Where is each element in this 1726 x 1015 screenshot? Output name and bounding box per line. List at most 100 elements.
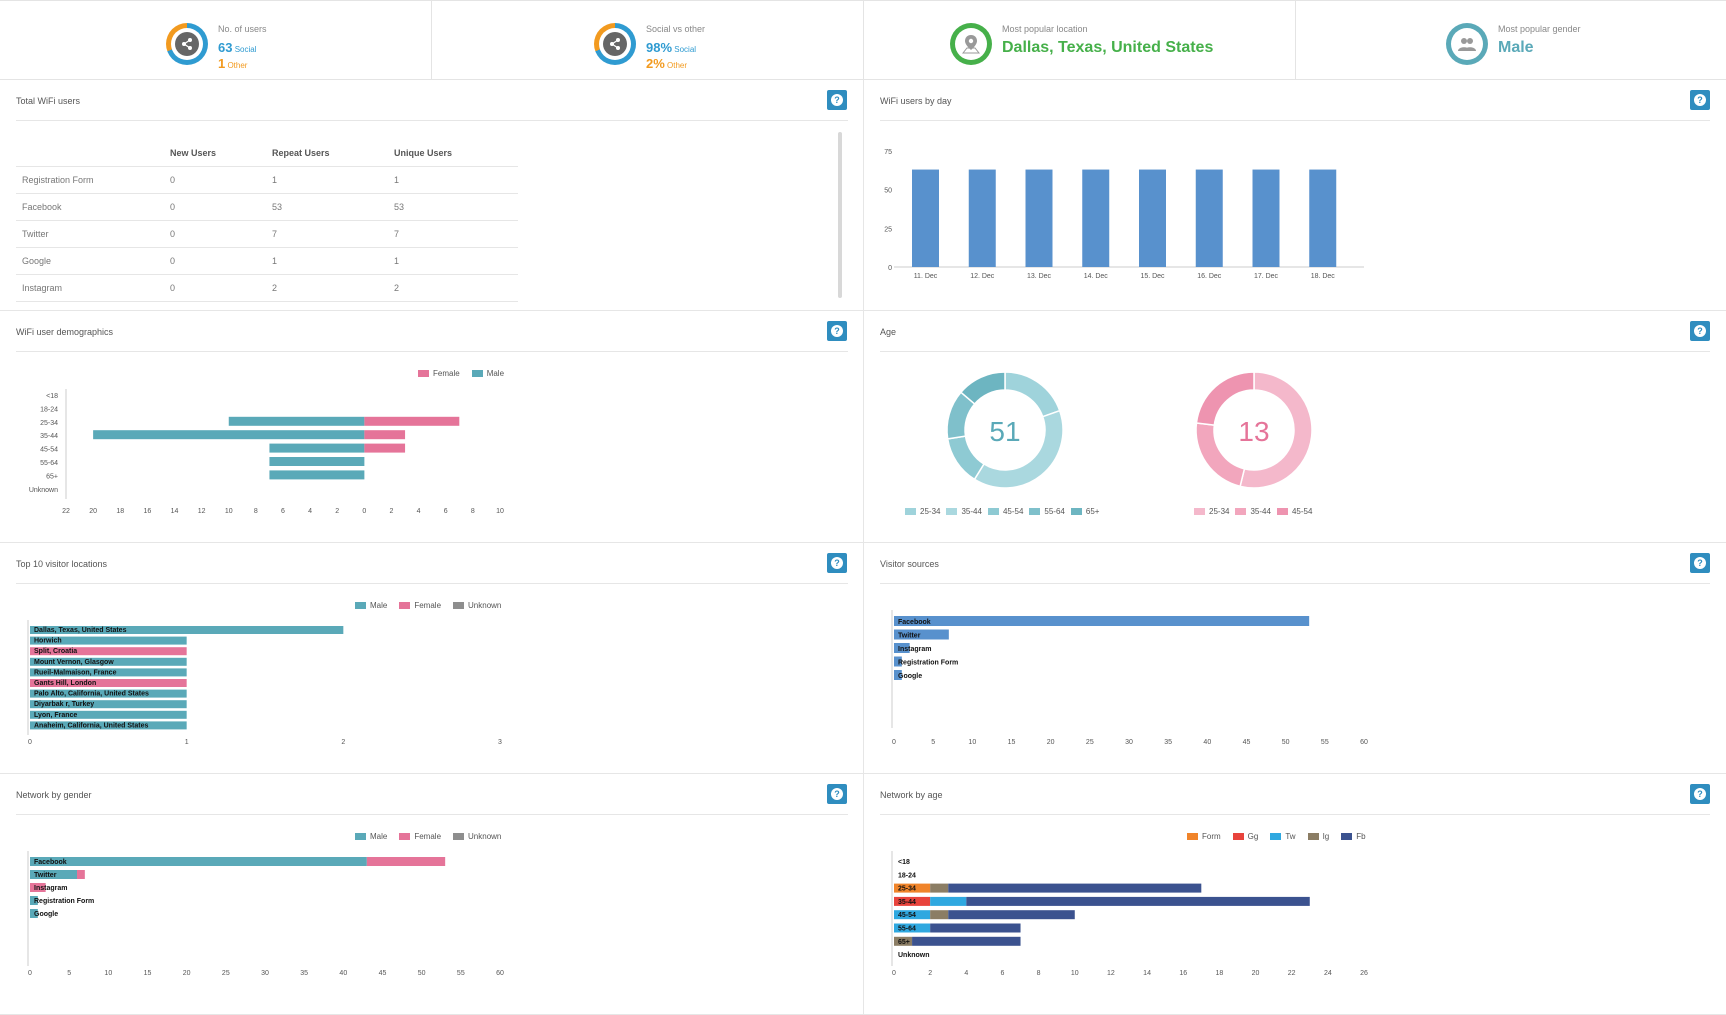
help-button[interactable]: ? [827,784,847,804]
legend-item[interactable]: Male [355,601,387,610]
help-button[interactable]: ? [1690,784,1710,804]
stacked-bar-segment[interactable] [30,857,367,866]
help-button[interactable]: ? [1690,90,1710,110]
age-male-slice[interactable] [1004,371,1061,418]
bar[interactable] [30,626,344,634]
bar-label: Rueil-Malmaison, France [34,669,117,676]
stacked-bar-segment[interactable] [894,923,931,933]
legend-item[interactable]: Unknown [453,832,501,841]
bar[interactable] [30,679,187,687]
bar[interactable] [30,657,187,666]
legend-item[interactable]: Tw [1270,832,1296,841]
x-tick-label: 8 [254,508,258,515]
male-bar[interactable] [269,457,365,466]
bar[interactable] [894,656,902,667]
day-bar[interactable] [1309,169,1337,267]
stacked-bar-segment[interactable] [948,883,1202,893]
stacked-bar-segment[interactable] [30,870,77,879]
stacked-bar-segment[interactable] [912,936,1021,946]
legend-label: Male [370,601,388,610]
legend-item[interactable]: 45-54 [987,507,1023,516]
question-icon: ? [831,788,843,800]
help-button[interactable]: ? [1690,553,1710,573]
day-bar[interactable] [1139,169,1166,267]
table-cell: 53 [394,193,518,221]
stacked-bar-segment[interactable] [930,910,949,920]
bar[interactable] [894,616,1310,626]
stacked-bar-segment[interactable] [30,909,38,918]
female-bar[interactable] [364,416,460,426]
bar[interactable] [30,721,187,730]
bar[interactable] [30,636,187,645]
legend-item[interactable]: 55-64 [1029,507,1065,516]
legend-item[interactable]: 25-34 [905,507,940,516]
stat-value: Dallas, Texas, United States [1002,39,1214,56]
legend-item[interactable]: Fb [1341,832,1366,841]
legend-item[interactable]: Female [399,832,441,841]
help-button[interactable]: ? [827,321,847,341]
x-tick-label: 10 [104,970,112,977]
day-bar[interactable] [1252,169,1280,267]
x-tick-label: 50 [1282,739,1290,746]
legend-item[interactable]: Female [399,601,441,610]
stacked-bar-segment[interactable] [77,870,85,879]
legend-item[interactable]: Form [1187,832,1221,841]
legend-label: Unknown [468,601,502,610]
age-male-slice[interactable] [959,371,1006,406]
stacked-bar-segment[interactable] [948,910,1075,920]
bar[interactable] [894,629,949,640]
stacked-bar-segment[interactable] [30,883,46,892]
day-bar[interactable] [1082,169,1110,267]
legend-item[interactable]: Unknown [453,601,501,610]
bar[interactable] [30,700,187,709]
stacked-bar-segment[interactable] [30,896,38,905]
bar[interactable] [30,710,187,719]
bar[interactable] [894,670,902,680]
stacked-bar-segment[interactable] [366,857,446,866]
age-male-slice[interactable] [946,435,985,481]
stacked-bar-segment[interactable] [930,883,949,893]
help-button[interactable]: ? [827,90,847,110]
x-tick-label: 20 [1047,739,1055,746]
male-bar[interactable] [228,416,365,426]
legend-item[interactable]: 35-44 [946,507,982,516]
age-female-slice[interactable] [1195,422,1246,488]
bar[interactable] [30,668,187,677]
legend-item[interactable]: Male [355,832,387,841]
legend-item[interactable]: Ig [1307,832,1329,841]
male-bar[interactable] [269,443,365,453]
male-bar[interactable] [269,470,365,480]
legend-item[interactable]: 45-54 [1276,507,1312,516]
bar[interactable] [894,643,910,653]
help-button[interactable]: ? [827,553,847,573]
x-tick-label: 6 [1001,970,1005,977]
bar[interactable] [30,689,187,698]
legend-item[interactable]: Gg [1232,832,1258,841]
day-bar[interactable] [912,169,939,267]
stacked-bar-segment[interactable] [894,910,931,920]
stacked-bar-segment[interactable] [894,896,931,906]
help-button[interactable]: ? [1690,321,1710,341]
legend-item[interactable]: 35-44 [1235,507,1271,516]
day-bar[interactable] [968,169,996,267]
female-bar[interactable] [364,443,406,453]
legend-item[interactable]: 25-34 [1194,507,1229,516]
table-cell: 1 [272,247,394,275]
stacked-bar-segment[interactable] [930,896,967,906]
legend-item[interactable]: 65+ [1070,507,1099,516]
legend-item[interactable]: Male [471,369,504,378]
age-female-slice[interactable] [1195,371,1255,427]
stacked-bar-segment[interactable] [894,883,931,893]
bar-label: Instagram [898,646,931,653]
stacked-bar-segment[interactable] [894,936,913,946]
female-bar[interactable] [364,430,406,440]
legend-item[interactable]: Female [418,369,460,378]
bar[interactable] [30,647,187,656]
table-scrollbar[interactable] [838,132,842,298]
male-bar[interactable] [93,430,365,440]
stacked-bar-segment[interactable] [966,896,1310,906]
stacked-bar-segment[interactable] [930,923,1021,933]
day-bar[interactable] [1195,169,1223,267]
day-bar[interactable] [1025,169,1053,267]
age-female-slice[interactable] [1239,371,1313,489]
